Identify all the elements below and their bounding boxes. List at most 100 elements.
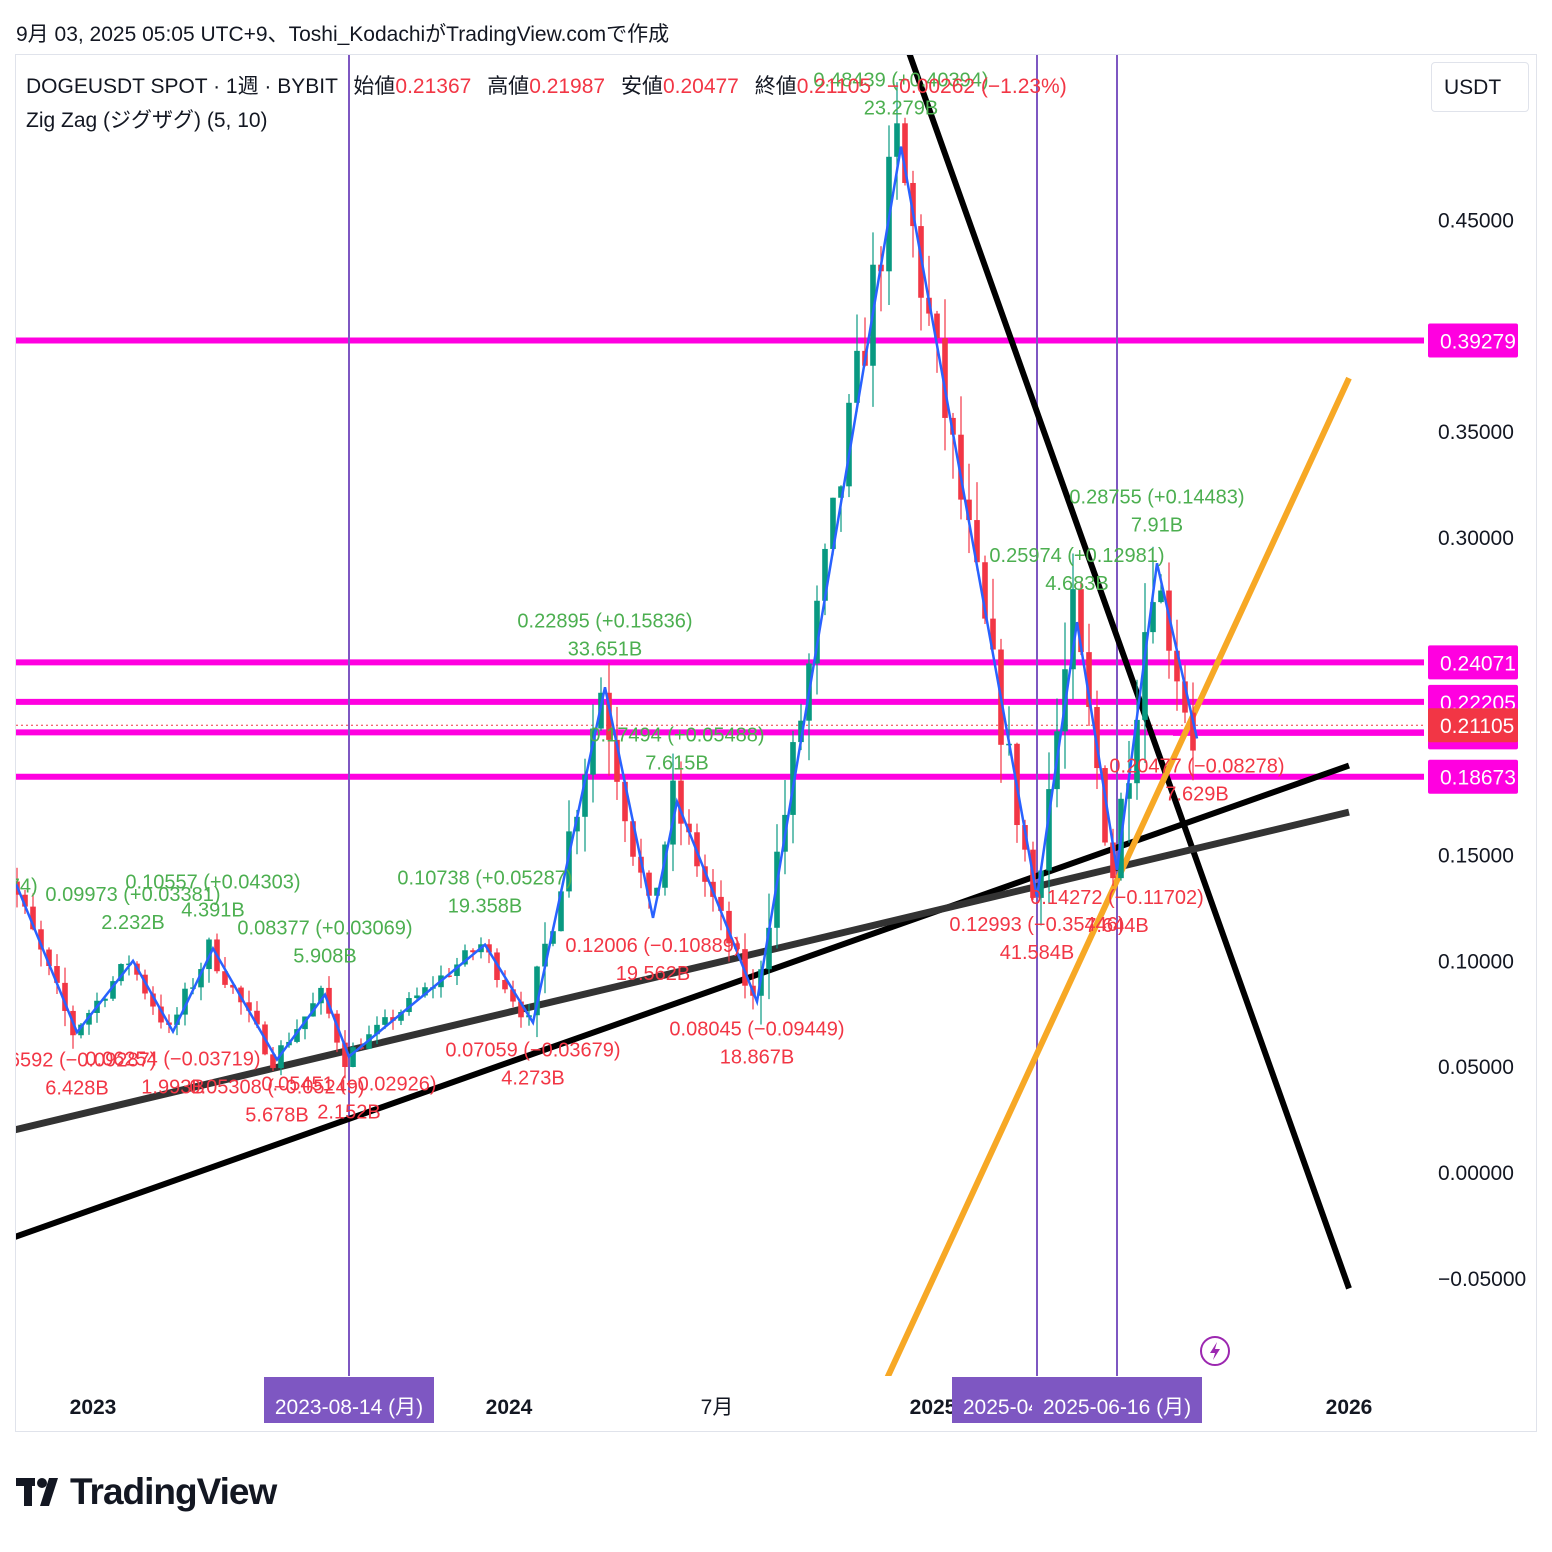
candle-body[interactable] <box>990 618 996 650</box>
candle-body[interactable] <box>470 950 476 953</box>
candle-body[interactable] <box>382 1017 388 1025</box>
candle-body[interactable] <box>670 780 676 845</box>
candle-body[interactable] <box>414 995 420 999</box>
candle-body[interactable] <box>174 1014 180 1025</box>
candle-body[interactable] <box>1078 589 1084 653</box>
candle-body[interactable] <box>350 1047 356 1067</box>
candle-body[interactable] <box>542 943 548 967</box>
candle-body[interactable] <box>502 979 508 990</box>
candle-body[interactable] <box>942 338 948 418</box>
candle-body[interactable] <box>454 964 460 976</box>
trendline-3[interactable] <box>821 376 1352 1521</box>
candle-body[interactable] <box>1182 681 1188 713</box>
candle-body[interactable] <box>118 964 124 982</box>
candle-body[interactable] <box>1038 870 1044 898</box>
candle-body[interactable] <box>1134 719 1140 784</box>
candle-body[interactable] <box>510 989 516 1002</box>
candle-body[interactable] <box>518 1001 524 1018</box>
candle-body[interactable] <box>1046 789 1052 871</box>
indicator-label[interactable]: Zig Zag (ジグザグ) (5, 10) <box>26 109 268 132</box>
candle-body[interactable] <box>966 499 972 521</box>
candle-body[interactable] <box>254 1010 260 1025</box>
candle-body[interactable] <box>182 988 188 1015</box>
candle-body[interactable] <box>910 182 916 227</box>
candle-body[interactable] <box>590 728 596 775</box>
candle-body[interactable] <box>958 434 964 500</box>
candle-body[interactable] <box>798 720 804 743</box>
candle-body[interactable] <box>326 987 332 1014</box>
candle-body[interactable] <box>318 987 324 1004</box>
candle-body[interactable] <box>838 486 844 498</box>
candle-body[interactable] <box>950 417 956 435</box>
candle-body[interactable] <box>630 821 636 857</box>
candle-body[interactable] <box>606 692 612 740</box>
candle-body[interactable] <box>1150 602 1156 633</box>
candle-body[interactable] <box>1158 590 1164 603</box>
candle-body[interactable] <box>614 739 620 782</box>
candle-body[interactable] <box>742 949 748 986</box>
candle-body[interactable] <box>1174 650 1180 682</box>
symbol-label[interactable]: DOGEUSDT SPOT · 1週 · BYBIT <box>26 75 338 98</box>
candle-body[interactable] <box>726 910 732 944</box>
candle-body[interactable] <box>278 1045 284 1069</box>
candle-body[interactable] <box>790 742 796 815</box>
candle-body[interactable] <box>222 971 228 985</box>
candle-body[interactable] <box>1126 783 1132 799</box>
candle-body[interactable] <box>550 931 556 944</box>
candle-body[interactable] <box>566 831 572 892</box>
candle-body[interactable] <box>814 600 820 664</box>
indicator-row[interactable]: Zig Zag (ジグザグ) (5, 10) <box>26 106 1067 140</box>
candle-body[interactable] <box>1110 842 1116 879</box>
candle-body[interactable] <box>102 998 108 1001</box>
trendline-0[interactable] <box>893 8 1352 1290</box>
candle-body[interactable] <box>462 950 468 965</box>
candle-body[interactable] <box>894 123 900 157</box>
candle-body[interactable] <box>62 982 68 1011</box>
candle-body[interactable] <box>30 906 36 930</box>
candle-body[interactable] <box>246 1002 252 1011</box>
candle-body[interactable] <box>22 894 28 907</box>
candle-body[interactable] <box>534 966 540 1016</box>
candle-body[interactable] <box>678 780 684 824</box>
candle-body[interactable] <box>46 949 52 967</box>
candle-body[interactable] <box>734 943 740 950</box>
currency-selector[interactable]: USDT <box>1431 62 1529 112</box>
candle-body[interactable] <box>1142 632 1148 720</box>
candle-body[interactable] <box>982 562 988 619</box>
candle-body[interactable] <box>374 1024 380 1035</box>
candle-body[interactable] <box>1086 652 1092 708</box>
candle-body[interactable] <box>486 944 492 953</box>
candle-body[interactable] <box>198 969 204 988</box>
candle-body[interactable] <box>718 896 724 911</box>
candle-body[interactable] <box>1094 707 1100 769</box>
candle-body[interactable] <box>902 123 908 183</box>
candle-body[interactable] <box>110 981 116 999</box>
candle-body[interactable] <box>846 402 852 487</box>
candle-body[interactable] <box>398 1012 404 1021</box>
candle-body[interactable] <box>158 1006 164 1023</box>
candle-body[interactable] <box>1190 712 1196 751</box>
candle-body[interactable] <box>558 891 564 932</box>
candle-body[interactable] <box>654 887 660 896</box>
candle-body[interactable] <box>0 856 4 866</box>
candle-body[interactable] <box>342 1042 348 1067</box>
candle-body[interactable] <box>54 966 60 983</box>
candle-body[interactable] <box>830 497 836 549</box>
candle-body[interactable] <box>294 1029 300 1042</box>
candle-body[interactable] <box>6 866 12 882</box>
candle-body[interactable] <box>1070 589 1076 670</box>
candle-body[interactable] <box>766 927 772 970</box>
candle-body[interactable] <box>686 823 692 833</box>
candle-body[interactable] <box>974 520 980 563</box>
candle-body[interactable] <box>150 993 156 1007</box>
candle-body[interactable] <box>1102 768 1108 843</box>
candle-body[interactable] <box>646 872 652 896</box>
candle-body[interactable] <box>230 984 236 988</box>
candle-body[interactable] <box>78 1024 84 1036</box>
candle-body[interactable] <box>622 781 628 822</box>
candle-body[interactable] <box>574 816 580 832</box>
candle-body[interactable] <box>822 548 828 601</box>
candle-body[interactable] <box>406 998 412 1013</box>
candle-body[interactable] <box>270 1054 276 1069</box>
